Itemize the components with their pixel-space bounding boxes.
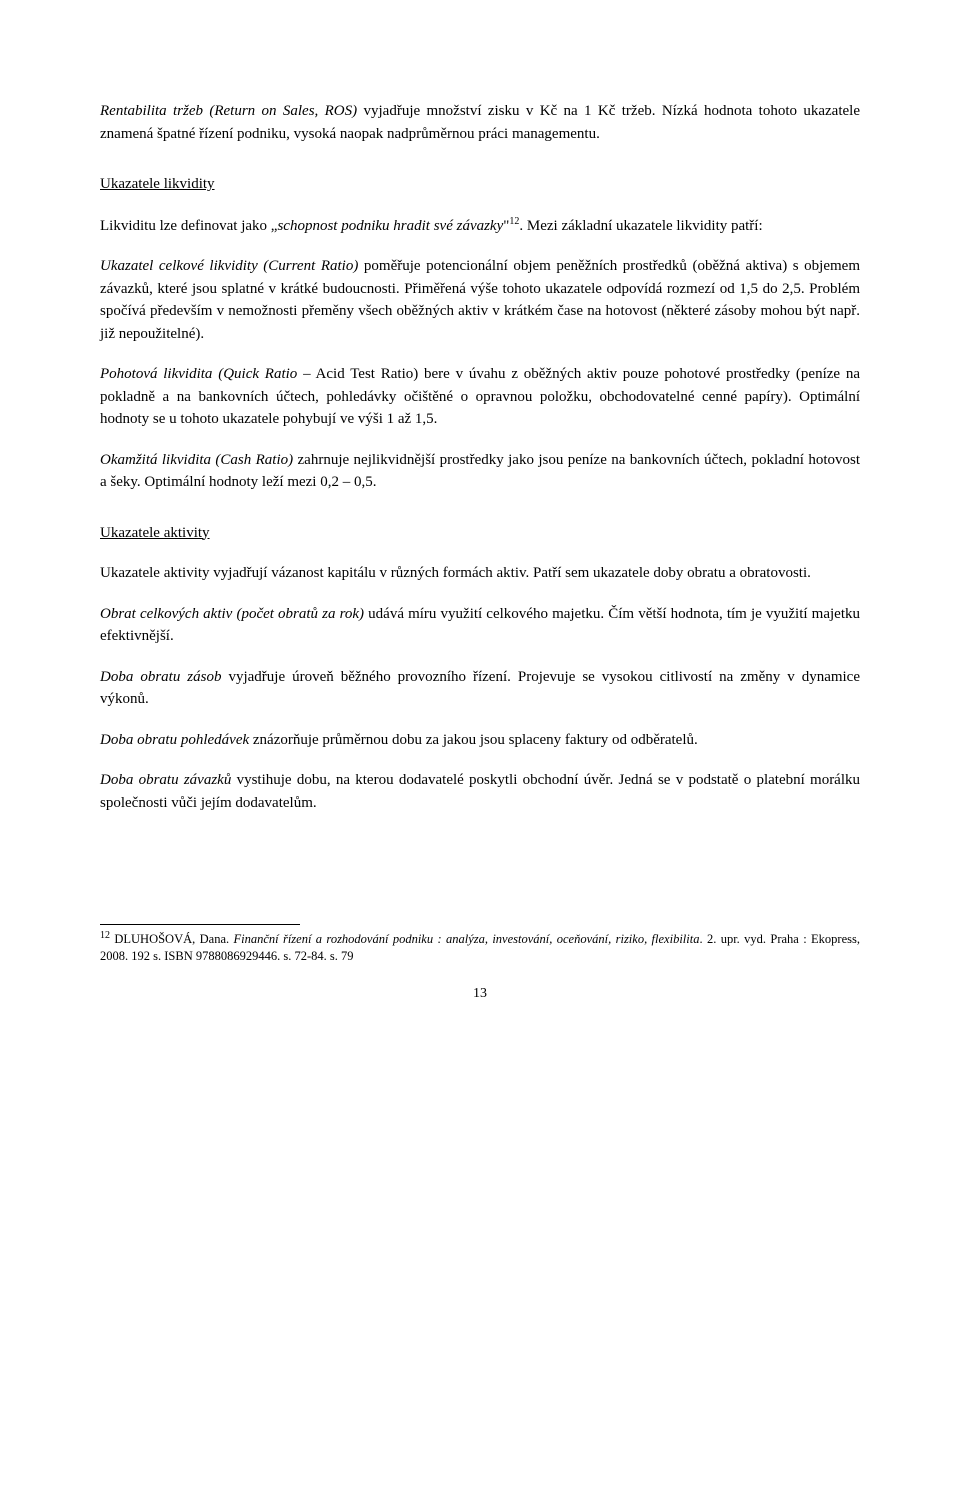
doba-obratu-zavazku-term: Doba obratu závazků (100, 772, 231, 788)
heading-likvidity: Ukazatele likvidity (100, 173, 860, 196)
footnote-ref-12: 12 (509, 216, 519, 227)
heading-aktivity: Ukazatele aktivity (100, 522, 860, 545)
footnote-12: 12 DLUHOŠOVÁ, Dana. Finanční řízení a ro… (100, 929, 860, 965)
ros-term: Rentabilita tržeb (Return on Sales, ROS) (100, 103, 357, 119)
paragraph-likvidita-def: Likviditu lze definovat jako „schopnost … (100, 214, 860, 238)
likvidita-rest: . Mezi základní ukazatele likvidity patř… (519, 218, 762, 234)
obrat-aktiv-term: Obrat celkových aktiv (počet obratů za r… (100, 606, 364, 622)
footnote-author: DLUHOŠOVÁ, Dana. (110, 932, 233, 946)
paragraph-obrat-aktiv: Obrat celkových aktiv (počet obratů za r… (100, 603, 860, 648)
paragraph-ros: Rentabilita tržeb (Return on Sales, ROS)… (100, 100, 860, 145)
paragraph-quick-ratio: Pohotová likvidita (Quick Ratio – Acid T… (100, 363, 860, 431)
page-number: 13 (100, 983, 860, 1004)
likvidita-pre: Likviditu lze definovat jako „ (100, 218, 277, 234)
current-ratio-term: Ukazatel celkové likvidity (Current Rati… (100, 258, 358, 274)
paragraph-doba-obratu-pohledavek: Doba obratu pohledávek znázorňuje průměr… (100, 729, 860, 752)
doba-obratu-pohledavek-term: Doba obratu pohledávek (100, 732, 249, 748)
likvidita-quote: schopnost podniku hradit své závazky (277, 218, 503, 234)
footnote-number: 12 (100, 930, 110, 941)
cash-ratio-term: Okamžitá likvidita (Cash Ratio) (100, 452, 293, 468)
paragraph-aktivity-intro: Ukazatele aktivity vyjadřují vázanost ka… (100, 562, 860, 585)
paragraph-doba-obratu-zasob: Doba obratu zásob vyjadřuje úroveň běžné… (100, 666, 860, 711)
paragraph-current-ratio: Ukazatel celkové likvidity (Current Rati… (100, 255, 860, 345)
quick-ratio-term: Pohotová likvidita (Quick Ratio – (100, 366, 311, 382)
doba-obratu-zasob-term: Doba obratu zásob (100, 669, 221, 685)
footnote-title: Finanční řízení a rozhodování podniku : … (233, 932, 699, 946)
paragraph-cash-ratio: Okamžitá likvidita (Cash Ratio) zahrnuje… (100, 449, 860, 494)
footnote-separator (100, 924, 300, 925)
doba-obratu-pohledavek-text: znázorňuje průměrnou dobu za jakou jsou … (249, 732, 698, 748)
paragraph-doba-obratu-zavazku: Doba obratu závazků vystihuje dobu, na k… (100, 769, 860, 814)
